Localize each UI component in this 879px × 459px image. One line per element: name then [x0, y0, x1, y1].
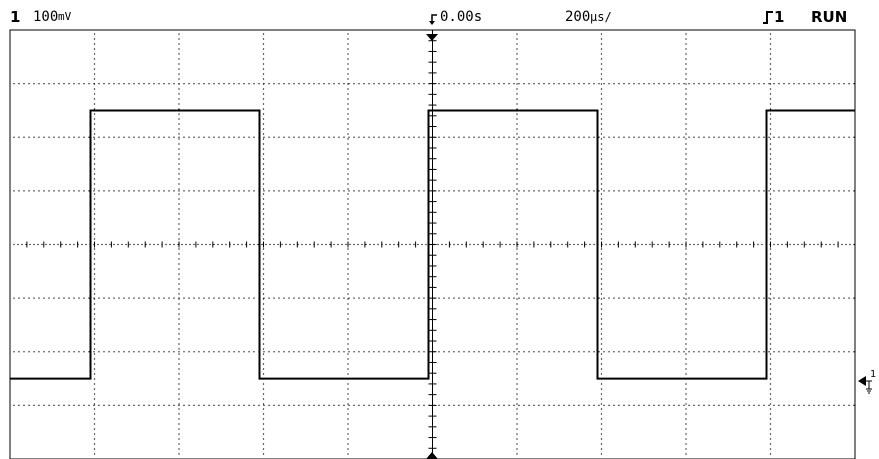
volts-per-div-value: 100: [33, 9, 59, 25]
trigger-marker-bottom-icon: [426, 452, 438, 459]
trigger-marker-top-icon: [426, 34, 438, 41]
trigger-source: 1: [774, 8, 785, 26]
center-axes: [9, 29, 856, 459]
trigger-position-icon: [427, 9, 439, 29]
trigger-edge-icon: [762, 9, 774, 29]
ground-reference-icon: [858, 376, 872, 394]
channel-number: 1: [10, 8, 21, 26]
volts-unit-symbol: mV: [58, 10, 72, 23]
time-unit-symbol: µs/: [590, 10, 612, 24]
trigger-delay: 0.00s: [440, 9, 483, 25]
run-state: RUN: [811, 8, 848, 26]
channel-1-trace: [10, 109, 855, 380]
time-per-div-value: 200: [565, 9, 591, 25]
graticule: [13, 33, 855, 455]
ground-reference-label: 1: [870, 369, 876, 380]
status-bar: 1 100 mV 0.00s 200 µs/ 1 RUN: [0, 0, 879, 30]
